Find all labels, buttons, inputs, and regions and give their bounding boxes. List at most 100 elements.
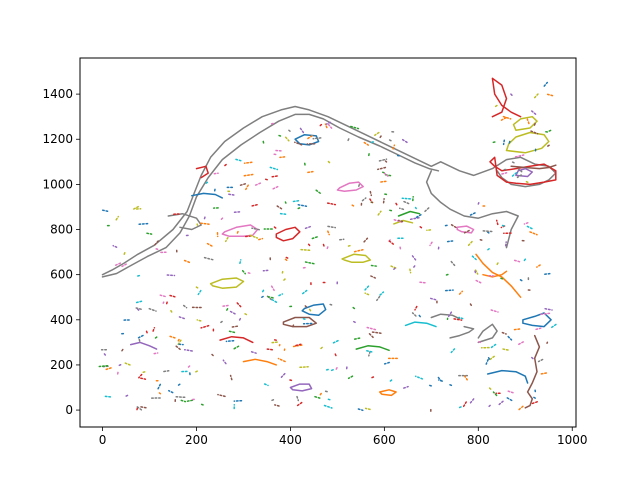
contour-fragment: [205, 217, 206, 219]
contour-fragment: [478, 203, 479, 204]
contour-fragment: [535, 124, 536, 126]
contour-fragment: [513, 162, 515, 163]
contour-fragment: [488, 249, 490, 250]
contour-fragment: [490, 388, 491, 389]
y-tick-label: 1000: [42, 177, 73, 191]
contour-fragment: [139, 224, 148, 225]
y-tick-label: 1200: [42, 132, 73, 146]
contour-fragment: [126, 395, 128, 396]
contour-fragment: [119, 365, 121, 366]
contour-fragment: [416, 208, 417, 209]
contour-fragment: [99, 366, 107, 367]
contour-fragment: [201, 223, 209, 224]
contour-fragment: [446, 275, 448, 276]
contour-fragment: [479, 342, 481, 343]
contour-fragment: [214, 173, 218, 174]
contour-fragment: [178, 339, 179, 341]
contour-fragment: [328, 399, 330, 400]
contour-fragment: [298, 208, 299, 209]
contour-fragment: [353, 308, 355, 309]
contour-fragment: [231, 326, 237, 327]
contour-fragment: [245, 314, 247, 315]
contour-fragment: [289, 130, 290, 131]
contour-fragment: [384, 199, 385, 203]
contour-fragment: [504, 140, 505, 144]
contour-fragment: [286, 259, 287, 260]
contour-fragment: [526, 181, 528, 182]
contour-fragment: [475, 271, 476, 273]
x-tick-label: 600: [373, 433, 396, 447]
contour-fragment: [506, 242, 507, 246]
contour-fragment: [124, 253, 125, 255]
contour-fragment: [305, 306, 306, 307]
contour-fragment: [247, 273, 250, 274]
y-tick-label: 200: [50, 358, 73, 372]
contour-fragment: [549, 130, 551, 131]
contour-fragment: [420, 227, 421, 228]
contour-fragment: [541, 313, 550, 314]
contour-fragment: [489, 405, 490, 406]
contour-fragment: [227, 309, 228, 310]
contour-fragment: [340, 239, 344, 240]
contour-fragment: [280, 214, 286, 215]
y-tick-label: 400: [50, 313, 73, 327]
contour-fragment: [402, 198, 410, 199]
contour-fragment: [420, 282, 426, 283]
x-tick-label: 1000: [557, 433, 588, 447]
x-tick-label: 400: [279, 433, 302, 447]
x-tick-label: 0: [99, 433, 107, 447]
contour-fragment: [286, 258, 288, 259]
contour-fragment: [394, 268, 395, 269]
contour-fragment: [488, 357, 489, 359]
contour-fragment: [511, 94, 513, 96]
contour-fragment: [390, 210, 392, 211]
contour-fragment: [515, 329, 521, 330]
y-tick-label: 0: [65, 403, 73, 417]
contour-fragment: [300, 367, 308, 368]
contour-fragment: [352, 205, 354, 206]
contour-fragment: [359, 184, 360, 186]
contour-fragment: [159, 393, 160, 394]
contour-fragment: [265, 179, 267, 180]
contour-fragment: [459, 407, 461, 408]
contour-fragment: [509, 142, 510, 144]
contour-fragment: [240, 318, 241, 320]
contour-fragment: [327, 369, 329, 370]
contour-fragment: [272, 400, 274, 401]
contour-fragment: [390, 140, 392, 141]
contour-fragment: [104, 354, 105, 355]
contour-fragment: [320, 394, 321, 396]
contour-fragment: [547, 145, 549, 146]
y-tick-label: 1400: [42, 87, 73, 101]
contour-fragment: [335, 353, 336, 355]
contour-fragment: [271, 342, 277, 343]
x-axis: 0 200 400 600 800 1000: [99, 427, 588, 447]
contour-fragment: [497, 262, 498, 264]
contour-fragment: [328, 162, 329, 163]
contour-fragment: [274, 340, 277, 341]
contour-fragment: [386, 161, 387, 162]
y-tick-label: 800: [50, 223, 73, 237]
contour-fragment: [237, 232, 238, 234]
y-tick-label: 600: [50, 268, 73, 282]
y-axis: 0 200 400 600 800 1000 1200 1400: [42, 87, 80, 417]
contour-fragment: [154, 353, 158, 354]
contour-fragment: [285, 202, 286, 203]
contour-fragment: [450, 385, 452, 386]
contour-fragment: [176, 397, 185, 398]
contour-fragment: [372, 377, 374, 378]
plot-background: [80, 58, 576, 427]
contour-fragment: [534, 397, 536, 398]
contour-fragment: [348, 246, 350, 247]
contour-fragment: [488, 232, 489, 233]
contour-fragment: [163, 302, 164, 303]
contour-fragment: [329, 304, 331, 305]
x-tick-label: 800: [467, 433, 490, 447]
contour-fragment: [447, 241, 453, 242]
contour-fragment: [196, 287, 198, 288]
contour-fragment: [483, 231, 492, 232]
x-tick-label: 200: [185, 433, 208, 447]
contour-fragment: [301, 250, 310, 251]
contour-fragment: [201, 404, 203, 405]
